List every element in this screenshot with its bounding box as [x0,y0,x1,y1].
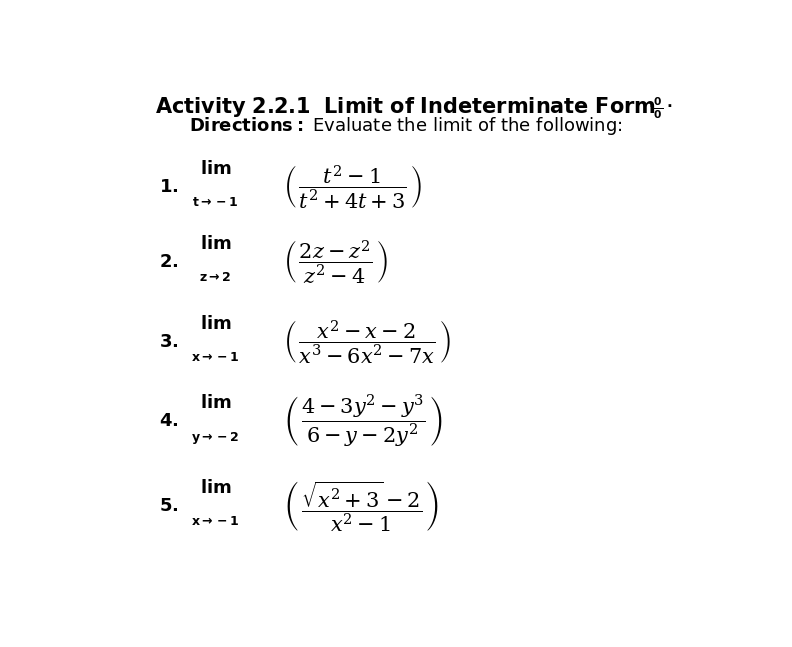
Text: $\left(\,\dfrac{x^2 - x - 2}{x^3 - 6x^2 - 7x}\,\right)$: $\left(\,\dfrac{x^2 - x - 2}{x^3 - 6x^2 … [284,318,451,366]
Text: $\mathbf{x\to-1}$: $\mathbf{x\to-1}$ [192,515,240,528]
Text: $\mathbf{2.\!}$: $\mathbf{2.\!}$ [159,253,179,271]
Text: $\mathrm{\mathbf{lim}}$: $\mathrm{\mathbf{lim}}$ [200,235,231,253]
Text: $\mathbf{1.\!}$: $\mathbf{1.\!}$ [159,178,179,196]
Text: $\mathrm{\mathbf{lim}}$: $\mathrm{\mathbf{lim}}$ [200,479,231,497]
Text: $\mathbf{\cdot\frac{0}{0}\cdot}$: $\mathbf{\cdot\frac{0}{0}\cdot}$ [649,95,672,120]
Text: $\mathbf{3.\!}$: $\mathbf{3.\!}$ [159,333,179,351]
Text: $\mathbf{t\to-1}$: $\mathbf{t\to-1}$ [192,196,239,209]
Text: $\mathrm{\mathbf{lim}}$: $\mathrm{\mathbf{lim}}$ [200,395,231,412]
Text: $\mathrm{\mathbf{lim}}$: $\mathrm{\mathbf{lim}}$ [200,314,231,333]
Text: $\left(\,\dfrac{4 - 3y^2 - y^3}{6 - y - 2y^2}\,\right)$: $\left(\,\dfrac{4 - 3y^2 - y^3}{6 - y - … [284,393,444,450]
Text: $\bf{Activity\ 2.2.1}$  $\bf{Limit\ of\ Indeterminate\ Form}$: $\bf{Activity\ 2.2.1}$ $\bf{Limit\ of\ I… [155,95,657,119]
Text: $\bf{Directions:}$ Evaluate the limit of the following:: $\bf{Directions:}$ Evaluate the limit of… [189,115,623,137]
Text: $\left(\,\dfrac{2z - z^2}{z^2 - 4}\,\right)$: $\left(\,\dfrac{2z - z^2}{z^2 - 4}\,\rig… [284,238,388,286]
Text: $\mathbf{5.\!}$: $\mathbf{5.\!}$ [159,497,179,515]
Text: $\mathbf{y\to-2}$: $\mathbf{y\to-2}$ [192,430,240,446]
Text: $\left(\,\dfrac{\sqrt{x^2 + 3} - 2}{x^2 - 1}\,\right)$: $\left(\,\dfrac{\sqrt{x^2 + 3} - 2}{x^2 … [284,479,440,534]
Text: $\left(\,\dfrac{t^2 - 1}{t^2 + 4t + 3}\,\right)$: $\left(\,\dfrac{t^2 - 1}{t^2 + 4t + 3}\,… [284,163,422,211]
Text: $\mathbf{z\to2}$: $\mathbf{z\to2}$ [200,271,232,284]
Text: $\mathrm{\mathbf{lim}}$: $\mathrm{\mathbf{lim}}$ [200,160,231,179]
Text: $\mathbf{4.\!}$: $\mathbf{4.\!}$ [159,412,179,430]
Text: $\mathbf{x\to-1}$: $\mathbf{x\to-1}$ [192,351,240,364]
